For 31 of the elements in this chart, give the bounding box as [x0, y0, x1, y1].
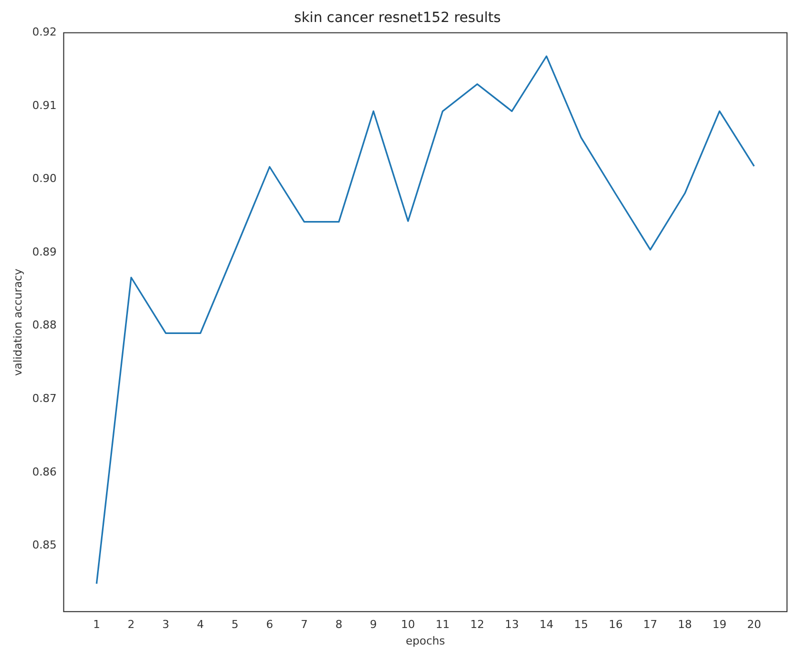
x-tick-label: 15 [574, 618, 588, 632]
x-tick-label: 1 [93, 618, 100, 632]
y-tick-label: 0.90 [32, 172, 57, 186]
y-tick-label: 0.89 [32, 245, 57, 258]
x-tick-label: 2 [128, 618, 135, 632]
x-tick-label: 17 [643, 618, 658, 632]
y-tick-label: 0.91 [32, 98, 57, 112]
x-axis-title: epochs [406, 634, 446, 648]
x-tick-label: 13 [504, 618, 519, 632]
y-tick-label: 0.88 [32, 318, 57, 332]
y-tick-label: 0.87 [32, 392, 57, 405]
y-tick-label: 0.92 [32, 26, 57, 39]
x-tick-label: 8 [335, 618, 342, 632]
y-tick-label: 0.86 [32, 465, 57, 478]
x-tick-label: 19 [712, 618, 727, 632]
x-tick-label: 11 [436, 618, 450, 632]
x-tick-label: 16 [608, 618, 623, 632]
chart-title: skin cancer resnet152 results [294, 10, 501, 26]
x-tick-label: 12 [470, 618, 484, 632]
x-tick-label: 7 [300, 618, 308, 632]
x-tick-label: 20 [747, 618, 762, 632]
x-tick-label: 4 [196, 618, 204, 632]
y-axis-title: validation accuracy [11, 268, 24, 376]
x-tick-label: 5 [232, 618, 238, 632]
y-tick-label: 0.85 [32, 538, 57, 552]
x-tick-label: 10 [401, 618, 416, 632]
x-tick-label: 18 [678, 618, 692, 632]
x-tick-label: 3 [162, 618, 170, 632]
x-tick-label: 9 [370, 618, 377, 632]
x-tick-label: 14 [539, 618, 554, 632]
x-tick-label: 6 [266, 618, 274, 632]
